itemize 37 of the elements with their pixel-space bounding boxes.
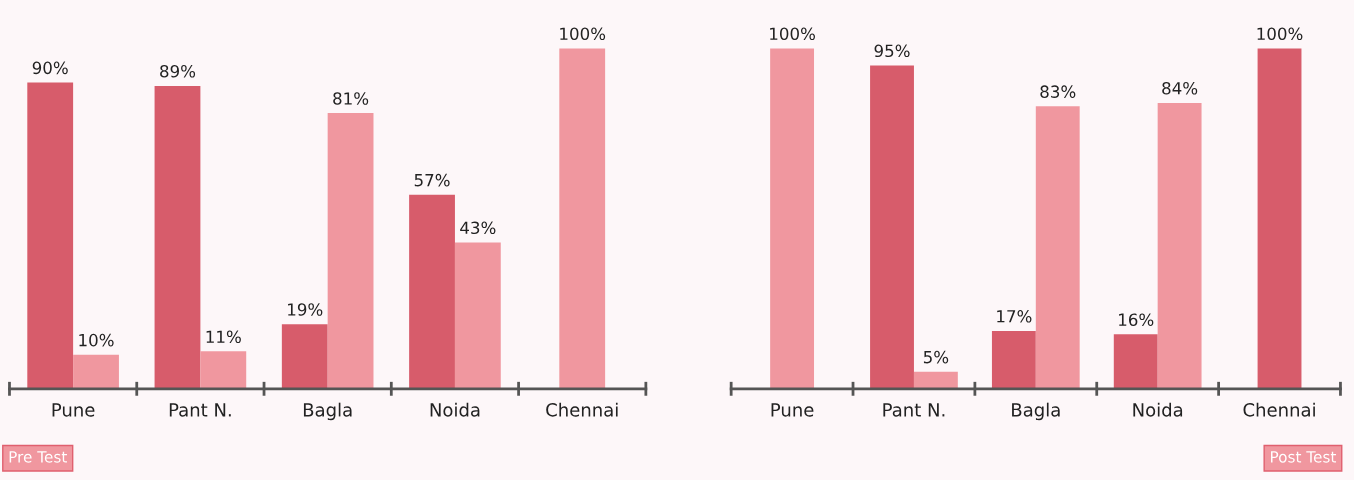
data-label: 89% [160, 64, 196, 78]
bar [281, 324, 328, 389]
x-tick-label: Bagla [303, 402, 352, 421]
bar [454, 242, 501, 389]
data-label: 57% [414, 173, 450, 187]
bar [409, 194, 455, 389]
data-label: 81% [333, 92, 369, 105]
bar [73, 354, 119, 389]
data-label: 19% [288, 303, 323, 316]
x-tick-label: Pant N. [169, 403, 231, 417]
data-label: 43% [460, 221, 496, 235]
x-tick-label: Pune [52, 403, 95, 417]
x-tick-label: Noida [1133, 402, 1183, 417]
data-label: 90% [32, 61, 68, 75]
data-label: 11% [206, 330, 241, 344]
data-label: 17% [997, 310, 1032, 323]
data-label: 84% [1162, 81, 1198, 95]
data-label: 5% [923, 350, 949, 364]
x-tick-label: Chennai [1243, 402, 1315, 417]
data-label: 16% [1119, 313, 1154, 327]
data-label: 95% [874, 44, 910, 58]
bar [27, 82, 74, 389]
text: Post Test [1271, 451, 1337, 463]
x-tick-label: Chennai [546, 402, 618, 417]
x-tick-label: Pant N. [883, 403, 945, 417]
data-label: 100% [560, 27, 606, 41]
x-tick-label: Pune [771, 403, 814, 417]
data-label: 83% [1040, 85, 1076, 98]
bar [154, 85, 201, 389]
data-label: 100% [770, 27, 815, 41]
x-tick-label: Bagla [1012, 402, 1060, 421]
bar [327, 113, 374, 389]
data-label: 10% [79, 333, 114, 347]
bar [200, 351, 247, 389]
x-tick-label: Noida [430, 402, 480, 417]
data-label: 100% [1257, 27, 1303, 41]
text: Pre Test [9, 451, 67, 463]
